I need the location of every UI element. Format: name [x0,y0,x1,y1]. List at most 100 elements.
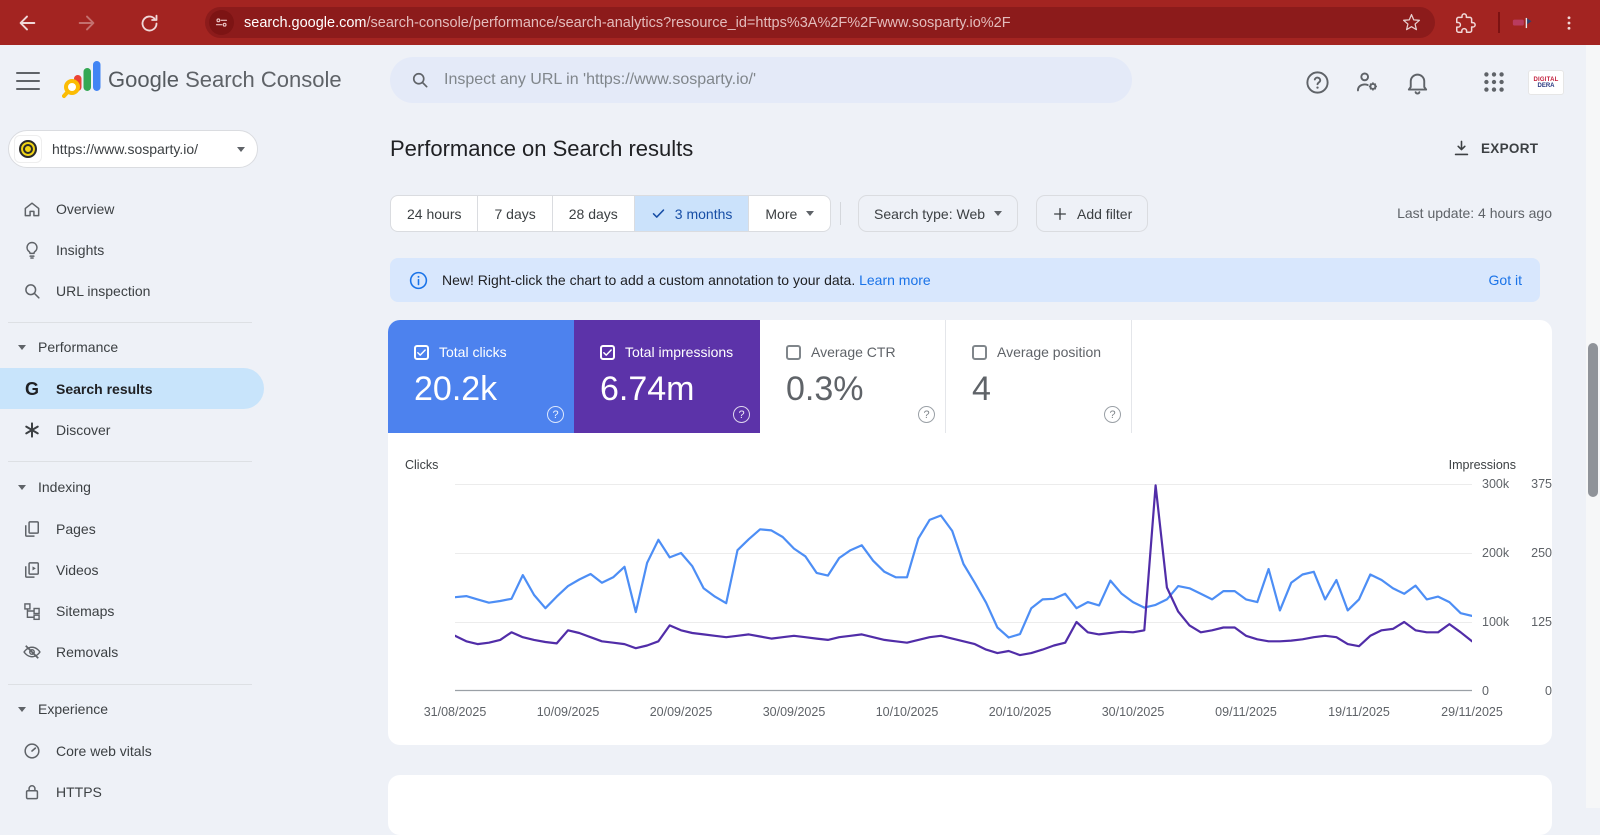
metric-card-total-clicks[interactable]: Total clicks 20.2k [388,320,574,433]
sidebar-item-sitemaps[interactable]: Sitemaps [0,590,264,631]
checkbox-checked-icon[interactable] [600,344,615,360]
back-icon[interactable] [14,10,40,36]
group-collapse-icon [18,484,26,490]
google-apps-grid-icon[interactable] [1481,69,1509,97]
lock-icon [25,784,39,799]
search-input[interactable] [444,71,1112,89]
reload-icon[interactable] [136,10,162,36]
sidebar-group-performance[interactable]: Performance [0,332,264,362]
range-24-hours[interactable]: 24 hours [390,195,479,232]
user-settings-icon[interactable] [1354,69,1382,97]
page-title: Performance on Search results [390,136,694,161]
account-avatar[interactable]: DIGITAL DERA [1528,70,1564,95]
metric-card-average-position[interactable]: Average position 4 [946,320,1132,433]
bookmark-star-icon[interactable] [1402,13,1421,32]
performance-panel: Total clicks 20.2k Total impressions 6.7… [388,320,1552,745]
sidebar: https://www.sosparty.io/ Overview Insigh… [0,118,264,808]
help-icon[interactable] [1104,406,1121,423]
url-inspect-searchbox[interactable] [390,57,1132,103]
menu-hamburger-icon[interactable] [16,72,40,90]
help-icon[interactable] [1304,69,1332,97]
toolbar-divider [1498,12,1500,33]
scrollbar-thumb[interactable] [1588,343,1598,497]
metric-card-average-ctr[interactable]: Average CTR 0.3% [760,320,946,433]
extensions-puzzle-icon[interactable] [1452,10,1478,36]
notifications-bell-icon[interactable] [1404,69,1432,97]
range-7-days[interactable]: 7 days [478,195,553,232]
sidebar-group-experience[interactable]: Experience [0,694,264,724]
export-button[interactable]: EXPORT [1452,139,1538,158]
pages-icon [25,520,40,537]
range-more-dropdown[interactable]: More [749,195,832,232]
plus-icon [1054,207,1066,220]
range-28-days[interactable]: 28 days [552,195,635,232]
chevron-down-icon [806,211,815,216]
sidebar-item-removals[interactable]: Removals [0,631,264,672]
sitemaps-icon [24,602,40,620]
x-axis-tick: 10/09/2025 [536,705,600,719]
x-axis-tick: 09/11/2025 [1215,705,1277,719]
range-3-months[interactable]: 3 months [634,195,750,232]
checkbox-checked-icon[interactable] [414,344,429,360]
check-icon [652,209,665,218]
sidebar-item-url-inspection[interactable]: URL inspection [0,270,264,311]
x-axis-tick: 20/10/2025 [988,705,1052,719]
x-axis-tick: 20/09/2025 [649,705,713,719]
sidebar-divider [8,461,252,462]
search-console-logo[interactable] [62,60,102,102]
help-icon[interactable] [918,406,935,423]
sidebar-item-pages[interactable]: Pages [0,508,264,549]
banner-text: New! Right-click the chart to add a cust… [442,272,931,288]
search-type-dropdown[interactable]: Search type: Web [858,195,1019,232]
checkbox-unchecked-icon[interactable] [786,344,801,360]
chart-plot-area[interactable] [455,484,1472,692]
home-icon [24,201,40,216]
annotation-banner: New! Right-click the chart to add a cust… [390,258,1540,302]
download-icon [1454,140,1469,156]
date-range-group: 24 hours 7 days 28 days 3 months More [390,195,832,232]
sidebar-item-https[interactable]: HTTPS [0,771,264,812]
videos-icon [25,561,40,578]
x-axis-tick: 29/11/2025 [1441,705,1503,719]
metric-value: 0.3% [786,370,864,408]
y-axis-title-left: Clicks [405,458,439,472]
lightbulb-icon [26,241,38,259]
sidebar-item-core-web-vitals[interactable]: Core web vitals [0,730,264,771]
address-bar[interactable]: search.google.com/search-console/perform… [205,7,1435,38]
extension-icon[interactable] [1510,10,1536,36]
property-selector[interactable]: https://www.sosparty.io/ [8,130,258,168]
metric-card-total-impressions[interactable]: Total impressions 6.74m [574,320,760,433]
metric-value: 4 [972,370,991,408]
help-icon[interactable] [547,406,564,423]
metric-value: 6.74m [600,370,695,408]
sidebar-item-insights[interactable]: Insights [0,229,264,270]
browser-menu-icon[interactable] [1556,10,1582,36]
x-axis-tick: 19/11/2025 [1328,705,1390,719]
got-it-button[interactable]: Got it [1488,272,1522,288]
sidebar-item-discover[interactable]: Discover [0,409,264,450]
performance-chart: Clicks Impressions 375 250 125 0 300k 20… [405,458,1552,719]
sidebar-item-videos[interactable]: Videos [0,549,264,590]
search-icon [410,70,430,90]
group-collapse-icon [18,344,26,350]
forward-icon[interactable] [74,10,100,36]
help-icon[interactable] [733,406,750,423]
controls-divider [840,202,841,225]
last-update-text: Last update: 4 hours ago [1397,205,1552,221]
sidebar-item-overview[interactable]: Overview [0,188,264,229]
checkbox-unchecked-icon[interactable] [972,344,987,360]
browser-toolbar: search.google.com/search-console/perform… [0,0,1600,45]
sidebar-divider [8,322,252,323]
sidebar-item-search-results[interactable]: G Search results [0,368,264,409]
add-filter-button[interactable]: Add filter [1036,195,1149,232]
speedometer-icon [24,742,40,759]
learn-more-link[interactable]: Learn more [859,272,931,288]
x-axis-tick: 30/10/2025 [1101,705,1165,719]
product-name: Google Search Console [108,67,342,92]
google-g-icon: G [24,378,39,399]
sidebar-divider [8,684,252,685]
site-favicon [14,135,42,163]
site-settings-icon[interactable] [209,10,234,35]
discover-asterisk-icon [25,421,39,438]
sidebar-group-indexing[interactable]: Indexing [0,472,264,502]
